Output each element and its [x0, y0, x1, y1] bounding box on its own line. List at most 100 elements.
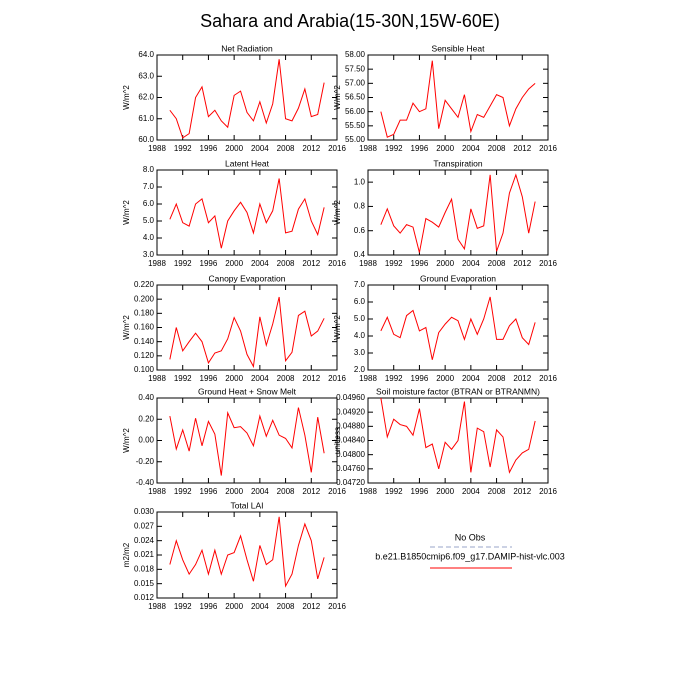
y-tick-label: 0.200	[134, 294, 155, 303]
y-tick-label: 0.04960	[336, 393, 365, 402]
y-tick-label: 0.220	[134, 280, 155, 289]
x-tick-label: 2008	[488, 144, 506, 153]
y-tick-label: 55.50	[345, 121, 366, 130]
x-tick-label: 2016	[328, 487, 346, 496]
x-tick-label: 2012	[513, 374, 531, 383]
y-tick-label: 0.030	[134, 507, 155, 516]
y-tick-label: 2.0	[354, 365, 366, 374]
x-tick-label: 1996	[200, 259, 218, 268]
x-tick-label: 1996	[200, 602, 218, 611]
x-tick-label: 1996	[200, 487, 218, 496]
y-tick-label: 4.0	[354, 331, 366, 340]
y-tick-label: 60.0	[138, 135, 154, 144]
y-tick-label: 0.40	[138, 393, 154, 402]
y-tick-label: 5.0	[354, 314, 366, 323]
x-tick-label: 2016	[539, 487, 557, 496]
x-tick-label: 1992	[385, 259, 403, 268]
x-tick-label: 1988	[148, 259, 166, 268]
y-tick-label: 0.015	[134, 579, 155, 588]
x-tick-label: 2012	[302, 144, 320, 153]
x-tick-label: 1988	[148, 374, 166, 383]
y-tick-label: 0.012	[134, 593, 155, 602]
plot-frame	[367, 54, 549, 141]
x-tick-label: 2000	[436, 487, 454, 496]
x-tick-label: 2012	[302, 374, 320, 383]
y-axis-label: W/m^2	[122, 85, 131, 110]
x-tick-label: 1996	[411, 374, 429, 383]
y-tick-label: 0.100	[134, 365, 155, 374]
plot-frame	[156, 511, 338, 599]
y-tick-label: 0.021	[134, 550, 155, 559]
y-tick-label: 63.0	[138, 71, 154, 80]
y-axis-label: W/m^2	[122, 200, 131, 225]
x-tick-label: 1992	[174, 144, 192, 153]
plot-frame	[367, 169, 549, 256]
y-tick-label: 56.50	[345, 93, 366, 102]
y-tick-label: 0.140	[134, 337, 155, 346]
x-tick-label: 2008	[277, 374, 295, 383]
y-tick-label: 0.04920	[336, 407, 365, 416]
x-tick-label: 1992	[174, 487, 192, 496]
x-tick-label: 2012	[513, 144, 531, 153]
data-line	[380, 173, 536, 253]
y-tick-label: 56.00	[345, 107, 366, 116]
data-line	[169, 178, 325, 249]
x-tick-label: 1992	[385, 487, 403, 496]
x-tick-label: 2008	[277, 144, 295, 153]
x-tick-label: 2016	[328, 259, 346, 268]
x-tick-label: 1988	[148, 602, 166, 611]
x-tick-label: 2000	[225, 144, 243, 153]
x-tick-label: 2012	[302, 602, 320, 611]
y-tick-label: 7.0	[354, 280, 366, 289]
y-tick-label: 0.120	[134, 351, 155, 360]
data-line	[380, 60, 536, 138]
y-axis-label: m2/m2	[122, 542, 131, 567]
legend-label: No Obs	[455, 532, 486, 542]
y-tick-label: 4.0	[143, 233, 155, 242]
y-tick-label: 8.0	[143, 165, 155, 174]
x-tick-label: 1992	[174, 259, 192, 268]
data-line	[380, 296, 536, 360]
x-tick-label: 2000	[225, 374, 243, 383]
y-tick-label: 6.0	[143, 199, 155, 208]
y-axis-label: W/m^2	[122, 428, 131, 453]
y-tick-label: 0.018	[134, 564, 155, 573]
x-tick-label: 2004	[251, 259, 269, 268]
data-line	[169, 516, 325, 588]
y-axis-label: W/m^2	[333, 85, 342, 110]
x-tick-label: 2008	[277, 487, 295, 496]
y-tick-label: 64.0	[138, 50, 154, 59]
x-tick-label: 2016	[539, 259, 557, 268]
y-tick-label: 0.4	[354, 250, 366, 259]
x-tick-label: 1988	[359, 259, 377, 268]
x-tick-label: 2000	[225, 602, 243, 611]
x-tick-label: 2004	[462, 374, 480, 383]
x-tick-label: 2016	[328, 602, 346, 611]
y-tick-label: 61.0	[138, 114, 154, 123]
y-axis-label: W/m^2	[333, 315, 342, 340]
x-tick-label: 2004	[462, 144, 480, 153]
y-axis-label: unitless	[333, 427, 342, 454]
y-tick-label: 1.0	[354, 177, 366, 186]
y-tick-label: 57.00	[345, 78, 366, 87]
x-tick-label: 1988	[359, 144, 377, 153]
y-tick-label: 58.00	[345, 50, 366, 59]
x-tick-label: 2004	[462, 259, 480, 268]
y-tick-label: 0.180	[134, 308, 155, 317]
x-tick-label: 1992	[385, 374, 403, 383]
x-tick-label: 2008	[488, 374, 506, 383]
panel-title: Transpiration	[433, 158, 483, 168]
x-tick-label: 2004	[251, 487, 269, 496]
panel-title: Canopy Evaporation	[208, 273, 285, 283]
plot-frame	[156, 169, 338, 256]
x-tick-label: 1996	[411, 259, 429, 268]
y-axis-label: W/m^2	[333, 200, 342, 225]
x-tick-label: 1996	[411, 487, 429, 496]
data-line	[380, 397, 536, 474]
x-tick-label: 2016	[539, 144, 557, 153]
x-tick-label: 2012	[302, 259, 320, 268]
plot-frame	[156, 397, 338, 484]
panel-title: Latent Heat	[225, 158, 270, 168]
y-tick-label: 0.04800	[336, 450, 365, 459]
